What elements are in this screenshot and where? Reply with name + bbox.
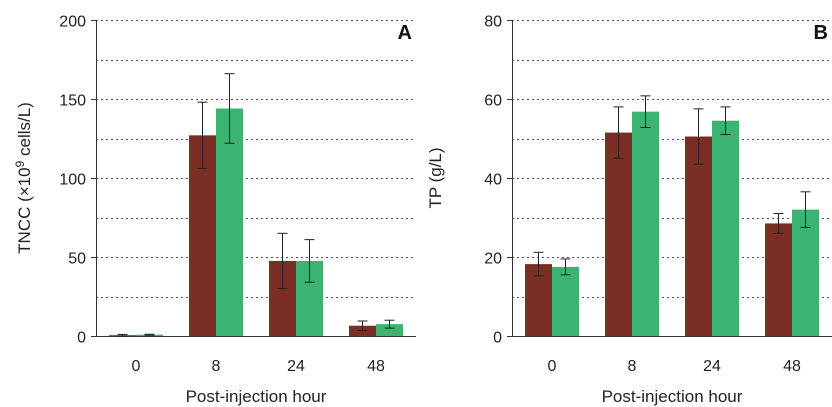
bar [632, 111, 659, 336]
bar [376, 324, 403, 336]
x-tick-label: 24 [287, 358, 305, 375]
x-tick-label: 48 [783, 358, 801, 375]
x-axis-label: Post-injection hour [602, 387, 743, 406]
y-tick-label: 100 [59, 172, 86, 189]
y-tick-label: 200 [59, 14, 86, 31]
x-tick-label: 0 [132, 358, 141, 375]
x-tick-label: 0 [548, 358, 557, 375]
y-axis-label: TNCC (×109 cells/L) [13, 102, 34, 254]
chart-panel-b: 0 20 40 60 80 0 8 24 48 Post-injection hour TP (g/… [426, 14, 832, 406]
x-axis-label: Post-injection hour [186, 387, 327, 406]
chart-panel-a: 0 50 100 150 200 0 8 24 48 Post-injection hour TNC… [13, 14, 416, 406]
y-tick-label: 40 [484, 172, 502, 189]
y-axis-label: TP (g/L) [426, 147, 445, 208]
x-tick-label: 8 [628, 358, 637, 375]
panel-letter: B [814, 22, 828, 44]
y-tick-label: 80 [484, 14, 502, 31]
bar [216, 108, 243, 336]
panel-letter: A [398, 22, 412, 44]
y-tick-label: 50 [68, 251, 86, 268]
bar [712, 120, 739, 336]
x-tick-label: 48 [367, 358, 385, 375]
x-tick-label: 24 [703, 358, 721, 375]
y-tick-label: 20 [484, 251, 502, 268]
y-tick-label: 0 [493, 330, 502, 347]
bar [685, 136, 712, 336]
y-tick-label: 60 [484, 93, 502, 110]
x-tick-label: 8 [212, 358, 221, 375]
bar [552, 266, 579, 336]
y-tick-label: 150 [59, 93, 86, 110]
bar [605, 132, 632, 336]
bar [792, 209, 819, 336]
y-tick-label: 0 [77, 330, 86, 347]
bar [765, 223, 792, 336]
